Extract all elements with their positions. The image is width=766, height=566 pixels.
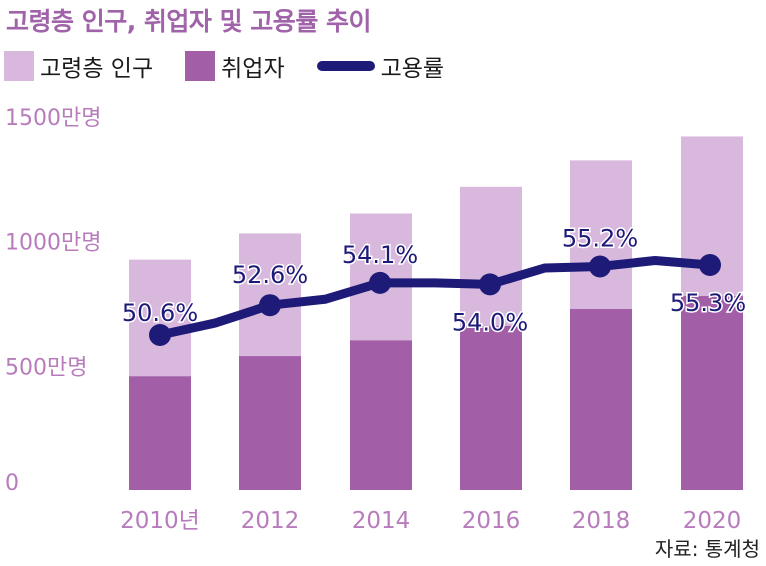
legend-swatch-population bbox=[4, 51, 34, 81]
employment-rate-label: 54.1% bbox=[342, 241, 418, 269]
legend-label-employed: 취업자 bbox=[221, 56, 285, 82]
chart-title: 고령층 인구, 취업자 및 고용률 추이 bbox=[6, 7, 372, 36]
employment-rate-label: 55.3% bbox=[670, 289, 746, 317]
legend-item-employment-rate: 고용률 bbox=[316, 49, 445, 83]
x-tick-label: 2012 bbox=[241, 508, 300, 534]
x-tick-label: 2018 bbox=[572, 508, 631, 534]
y-tick-label: 0 bbox=[5, 471, 19, 496]
employment-rate-label: 52.6% bbox=[232, 261, 308, 289]
chart-legend: 고령층 인구 취업자 고용률 bbox=[4, 48, 466, 84]
legend-swatch-employment-rate bbox=[316, 61, 375, 71]
legend-swatch-employed bbox=[185, 51, 216, 81]
bar-employed bbox=[460, 325, 522, 490]
legend-item-population: 고령층 인구 bbox=[4, 49, 153, 83]
employment-rate-label: 54.0% bbox=[452, 308, 528, 336]
y-tick-label: 1500만명 bbox=[5, 106, 101, 131]
employment-rate-marker bbox=[699, 254, 721, 276]
x-tick-label: 2014 bbox=[352, 508, 411, 534]
bar-employed bbox=[350, 340, 412, 490]
employment-rate-line bbox=[155, 256, 715, 340]
bar-employed bbox=[239, 356, 301, 490]
x-tick-label: 2010년 bbox=[120, 508, 200, 534]
employment-rate-marker bbox=[589, 255, 611, 278]
employment-rate-label: 55.2% bbox=[562, 224, 638, 252]
employment-rate-marker bbox=[369, 271, 391, 294]
y-tick-label: 500만명 bbox=[5, 355, 87, 380]
employment-rate-marker bbox=[479, 273, 501, 296]
employment-rate-marker bbox=[259, 294, 281, 317]
x-tick-label: 2020 bbox=[683, 508, 742, 534]
source-note: 자료: 통계청 bbox=[654, 537, 760, 561]
legend-item-employed: 취업자 bbox=[185, 49, 285, 83]
bar-employed bbox=[570, 308, 632, 490]
y-tick-label: 1000만명 bbox=[5, 231, 101, 256]
legend-label-population: 고령층 인구 bbox=[40, 56, 154, 82]
bar-employed bbox=[129, 376, 191, 490]
bar-employed bbox=[681, 296, 743, 490]
employment-rate-marker bbox=[149, 324, 171, 346]
legend-label-employment-rate: 고용률 bbox=[380, 56, 445, 82]
x-tick-label: 2016 bbox=[462, 508, 521, 534]
employment-rate-label: 50.6% bbox=[122, 299, 198, 327]
